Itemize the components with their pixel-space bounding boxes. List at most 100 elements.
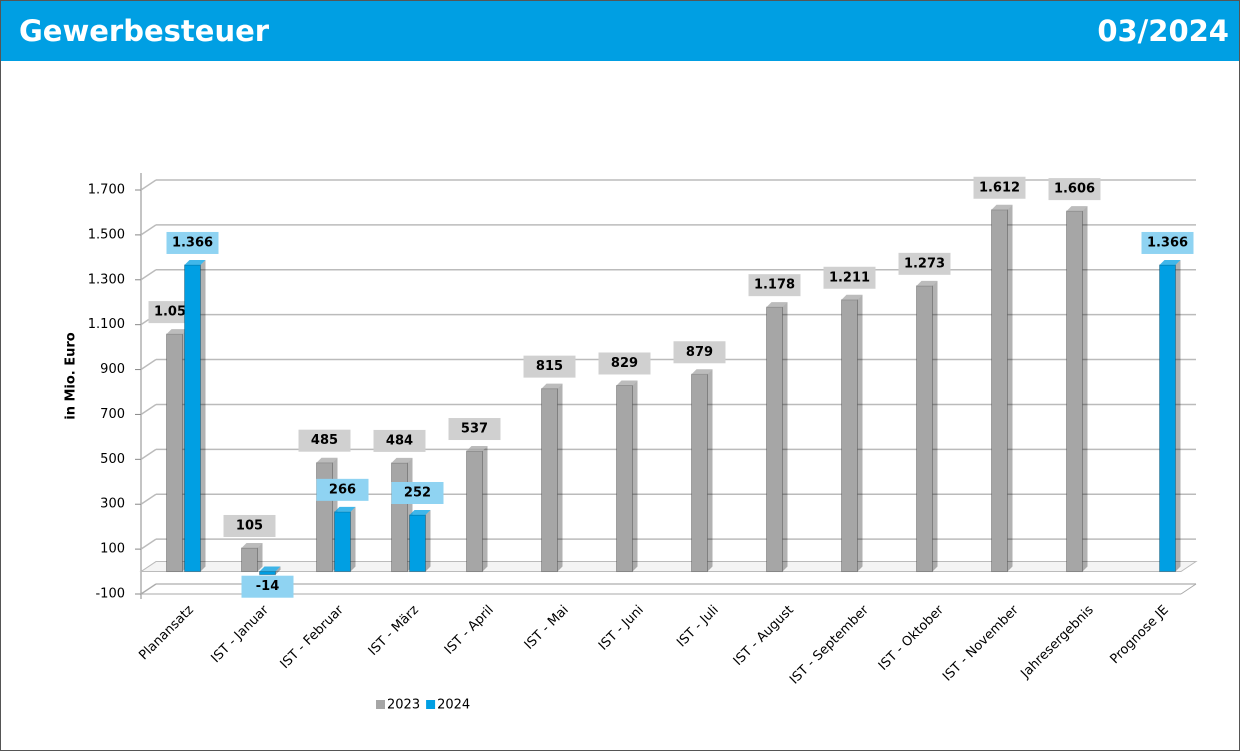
value-label-box <box>1141 231 1194 254</box>
value-label: 1.612 <box>979 180 1020 195</box>
value-label: 1.273 <box>904 256 945 271</box>
legend-swatch <box>426 700 436 709</box>
legend-swatch <box>376 700 385 709</box>
bar-side <box>932 280 938 572</box>
bar-top <box>991 204 1013 210</box>
value-label-box <box>748 274 801 297</box>
value-label: 879 <box>686 345 713 360</box>
bar-side <box>1175 259 1181 572</box>
value-label: 485 <box>311 433 338 448</box>
y-tick-label: 700 <box>100 407 125 422</box>
bar-top <box>391 457 413 463</box>
bar <box>166 333 183 573</box>
x-tick-label: IST - Juni <box>596 603 647 654</box>
grid-line <box>140 269 157 281</box>
bar-side <box>782 302 788 572</box>
y-tick-label: 1.700 <box>88 183 125 198</box>
grid-line <box>140 448 157 460</box>
value-label-box <box>241 575 294 598</box>
bar-top <box>766 302 788 308</box>
bar <box>766 306 783 573</box>
value-label-box <box>673 341 726 364</box>
y-tick-label: 1.100 <box>88 317 125 332</box>
bar-side <box>200 259 206 572</box>
bar <box>1066 210 1083 573</box>
bar-side <box>275 566 281 575</box>
x-tick-label: IST - März <box>366 603 422 659</box>
header: Gewerbesteuer 03/2024 <box>1 1 1239 61</box>
value-label: 1.606 <box>1054 182 1095 197</box>
grid-line <box>140 493 157 505</box>
bar-side <box>632 380 638 572</box>
bar-top <box>241 542 263 548</box>
bar-top <box>841 294 863 300</box>
x-tick-label: IST - Oktober <box>876 602 947 673</box>
value-label: 252 <box>404 485 431 500</box>
value-label-box <box>898 252 951 275</box>
x-tick-label: IST - Juli <box>674 603 722 651</box>
bar <box>334 511 351 573</box>
value-label-box <box>598 352 651 375</box>
bar-side <box>1082 206 1088 572</box>
bar-top <box>691 369 713 375</box>
value-label: 1.178 <box>754 278 795 293</box>
value-label: 1.366 <box>172 235 213 250</box>
value-label: 105 <box>236 518 263 533</box>
value-label-box <box>316 478 369 501</box>
x-axis <box>140 583 157 595</box>
value-label-box <box>166 231 219 254</box>
value-label-box <box>1048 178 1101 201</box>
bar-side <box>257 542 263 572</box>
x-tick-label: IST - September <box>787 602 872 687</box>
value-label-box <box>823 266 876 289</box>
value-label-box <box>373 429 426 452</box>
value-label: -14 <box>256 579 280 594</box>
bar-side <box>707 369 713 572</box>
bar <box>541 388 558 573</box>
bar <box>691 373 708 573</box>
value-label: 1.211 <box>829 270 870 285</box>
value-label-box <box>973 176 1026 199</box>
bar <box>259 571 276 576</box>
bar <box>184 264 201 573</box>
x-tick-label: Jahresergebnis <box>1018 603 1097 682</box>
y-tick-label: 900 <box>100 362 125 377</box>
x-tick-label: Prognose JE <box>1107 603 1171 667</box>
y-tick-label: 1.300 <box>88 272 125 287</box>
bar <box>991 209 1008 573</box>
x-tick-label: IST - Januar <box>208 602 272 666</box>
bar-top <box>334 506 356 512</box>
bar-top <box>616 380 638 386</box>
value-label: 829 <box>611 356 638 371</box>
y-tick-label: 500 <box>100 452 125 467</box>
period: 03/2024 <box>1097 14 1229 48</box>
value-label: 815 <box>536 359 563 374</box>
x-tick-label: IST - April <box>442 603 497 658</box>
grid-line <box>140 403 157 416</box>
value-label-box <box>298 429 351 452</box>
bar <box>409 514 426 573</box>
bar-side <box>482 446 488 572</box>
floor <box>139 561 1198 573</box>
x-axis <box>1180 583 1197 595</box>
y-tick-label: -100 <box>95 587 125 602</box>
value-label-box <box>448 418 501 441</box>
bar-top <box>166 329 188 335</box>
bar-top <box>409 509 431 515</box>
x-tick-label: IST - Februar <box>278 602 348 672</box>
y-tick-label: 300 <box>100 497 125 512</box>
bar-side <box>1007 204 1013 572</box>
bar <box>466 450 483 573</box>
value-label: 1.366 <box>1147 235 1188 250</box>
bar <box>916 285 933 573</box>
bar-top <box>916 280 938 286</box>
bar-side <box>350 506 356 572</box>
bar <box>1159 264 1176 573</box>
value-label-box <box>391 481 444 504</box>
bar <box>391 462 408 573</box>
bar-side <box>857 294 863 572</box>
bar-top <box>316 457 338 463</box>
bar-top <box>1159 259 1181 265</box>
grid-line <box>140 358 157 371</box>
